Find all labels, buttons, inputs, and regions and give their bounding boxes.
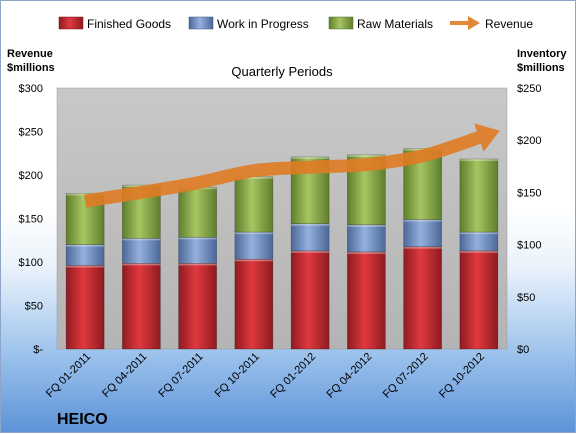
left-tick-label: $100 xyxy=(19,257,43,269)
bar-finished-goods xyxy=(178,263,217,350)
bar-highlight xyxy=(347,154,386,157)
legend-swatch-finished-goods xyxy=(58,16,84,30)
bar-raw-materials xyxy=(459,158,499,233)
legend-swatch-raw-materials xyxy=(328,16,354,30)
bar-highlight xyxy=(459,250,498,253)
left-tick-label: $- xyxy=(33,344,43,356)
category-label: FQ 04-2012 xyxy=(325,351,375,401)
bar-highlight xyxy=(178,237,217,240)
right-axis-title-line1: Inventory xyxy=(517,48,567,60)
category-label: FQ 07-2011 xyxy=(156,351,205,400)
category-label: FQ 01-2011 xyxy=(44,351,93,400)
legend-arrow-revenue xyxy=(450,16,480,30)
left-tick-label: $300 xyxy=(19,83,43,95)
left-tick-label: $200 xyxy=(19,170,43,182)
category-labels: FQ 01-2011 FQ 04-2011 FQ 07-2011 FQ 10-2011… xyxy=(44,351,487,401)
bar-work-in-progress xyxy=(459,231,499,252)
left-axis-ticks: $- $50 $100 $150 $200 $250 $300 xyxy=(19,83,44,356)
bar-highlight xyxy=(122,238,161,241)
bar-highlight xyxy=(234,232,273,235)
bar-highlight xyxy=(234,176,273,179)
bar-work-in-progress xyxy=(65,244,105,266)
bar-highlight xyxy=(403,246,442,249)
bar-finished-goods xyxy=(234,258,274,350)
bar-work-in-progress xyxy=(403,219,442,247)
right-tick-label: $250 xyxy=(517,83,541,95)
bar-work-in-progress xyxy=(122,238,161,264)
bar-highlight xyxy=(347,224,386,227)
left-tick-label: $250 xyxy=(19,127,43,139)
bar-highlight xyxy=(122,263,161,266)
right-tick-label: $150 xyxy=(517,187,541,199)
bar-highlight xyxy=(234,259,273,262)
right-tick-label: $50 xyxy=(517,292,535,304)
bar-highlight xyxy=(347,251,386,254)
bar-work-in-progress xyxy=(290,223,330,252)
bar-raw-materials xyxy=(234,176,274,233)
bar-highlight xyxy=(178,263,217,266)
category-label: FQ 01-2012 xyxy=(268,351,318,401)
bar-highlight xyxy=(459,232,498,235)
bar-highlight xyxy=(66,265,105,268)
left-axis-title-line1: Revenue xyxy=(7,48,53,60)
company-name: HEICO xyxy=(57,411,108,428)
revenue-arrow-series xyxy=(84,123,500,208)
right-tick-label: $0 xyxy=(517,344,529,356)
legend-swatch-work-in-progress xyxy=(188,16,214,30)
bar-highlight xyxy=(291,223,330,226)
right-tick-label: $200 xyxy=(517,135,541,147)
category-label: FQ 04-2011 xyxy=(100,351,149,400)
revenue-line xyxy=(84,131,481,208)
bar-finished-goods xyxy=(459,250,499,350)
bar-work-in-progress xyxy=(347,224,386,253)
bar-work-in-progress xyxy=(234,231,274,260)
left-tick-label: $150 xyxy=(19,214,43,226)
left-axis-title-line2: $millions xyxy=(7,62,55,74)
bar-highlight xyxy=(291,156,330,159)
bar-highlight xyxy=(66,244,105,247)
bar-work-in-progress xyxy=(178,236,217,264)
category-label: FQ 07-2012 xyxy=(381,351,431,401)
legend-label-finished-goods: Finished Goods xyxy=(87,17,171,31)
bar-finished-goods xyxy=(290,250,330,350)
right-axis-ticks: $0 $50 $100 $150 $200 $250 xyxy=(517,83,541,356)
legend: Finished Goods Work in Progress Raw Mate… xyxy=(58,16,533,31)
bar-raw-materials xyxy=(178,186,217,238)
left-tick-label: $50 xyxy=(25,301,43,313)
legend-label-raw-materials: Raw Materials xyxy=(357,17,433,31)
bar-highlight xyxy=(459,158,498,161)
plot-title: Quarterly Periods xyxy=(231,64,333,79)
revenue-arrowhead xyxy=(474,123,500,152)
bar-finished-goods xyxy=(403,246,442,350)
bar-highlight xyxy=(403,219,442,222)
legend-label-revenue: Revenue xyxy=(485,17,533,31)
bar-highlight xyxy=(66,193,105,196)
category-label: FQ 10-2011 xyxy=(213,351,262,400)
legend-label-work-in-progress: Work in Progress xyxy=(217,17,309,31)
bar-finished-goods xyxy=(347,251,386,350)
bar-highlight xyxy=(291,250,330,253)
bar-finished-goods xyxy=(65,265,105,350)
category-label: FQ 10-2012 xyxy=(437,351,487,401)
right-tick-label: $100 xyxy=(517,240,541,252)
right-axis-title-line2: $millions xyxy=(517,62,565,74)
bar-finished-goods xyxy=(122,263,161,350)
